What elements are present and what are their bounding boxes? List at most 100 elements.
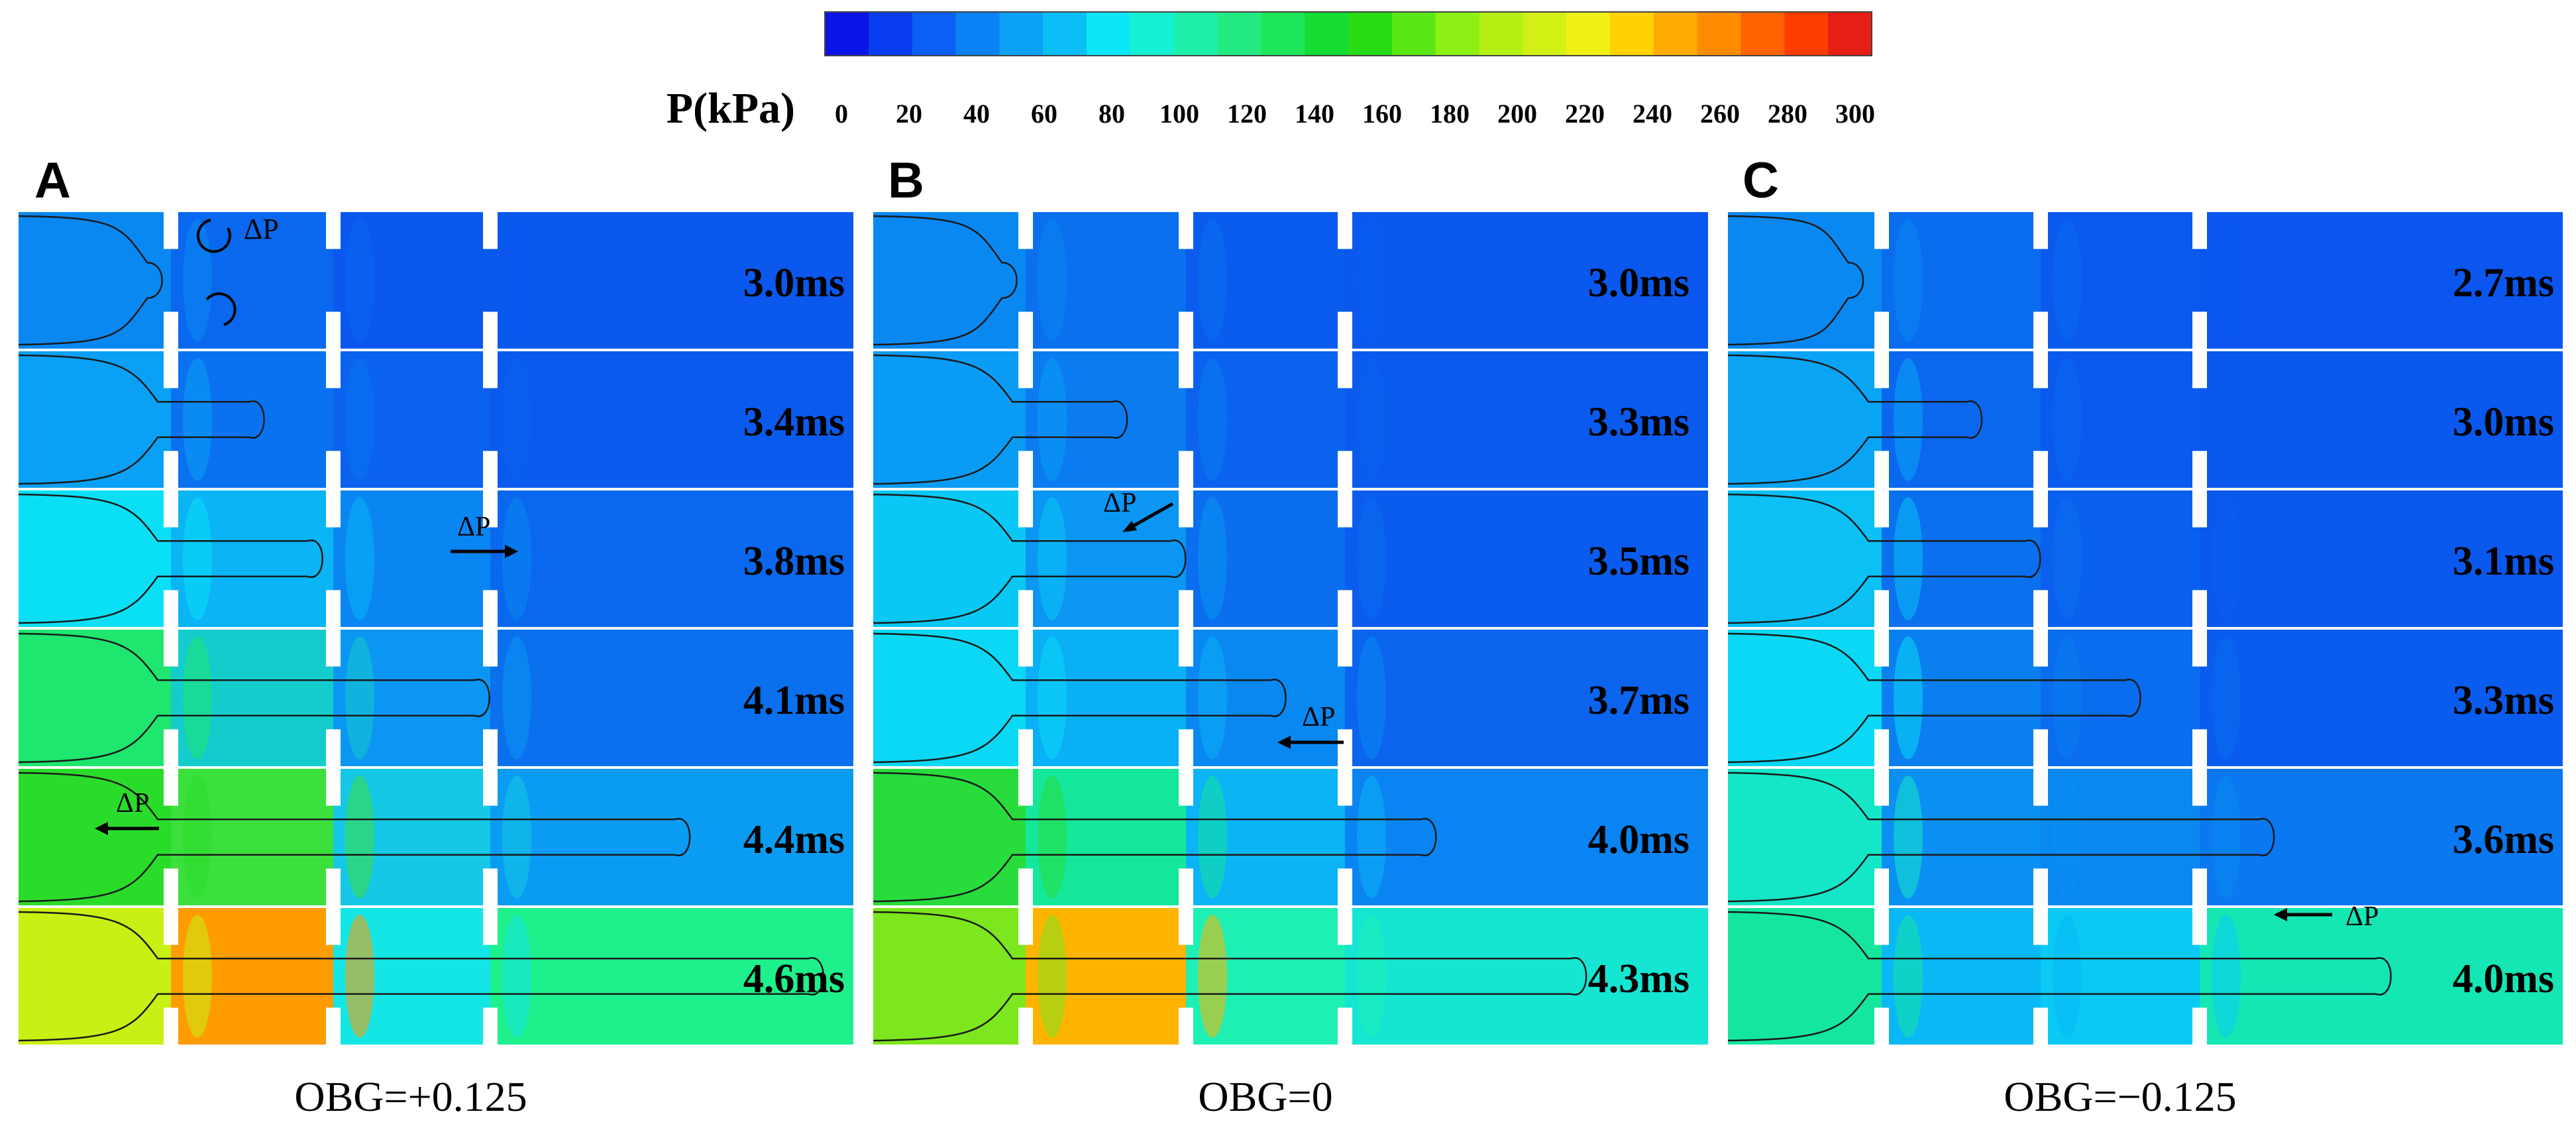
pressure-contour <box>2212 775 2241 899</box>
obstacle-lower <box>1338 1007 1352 1045</box>
flame-front-contour <box>19 771 691 903</box>
pressure-region <box>1728 630 1882 766</box>
time-label: 4.1ms <box>743 678 845 723</box>
pressure-region <box>490 630 853 766</box>
obstacle-lower <box>483 590 498 627</box>
pressure-contour <box>1894 915 1923 1038</box>
pressure-contour <box>1357 915 1386 1038</box>
obstacle-upper <box>1179 769 1193 806</box>
pressure-region <box>2200 212 2563 349</box>
colorbar-cell <box>1741 12 1786 56</box>
obstacle-upper <box>2192 351 2207 388</box>
colorbar-cell <box>1217 12 1262 56</box>
obstacle-lower <box>483 868 498 905</box>
flame-front-contour <box>19 911 824 1042</box>
obstacle-upper <box>164 630 178 667</box>
pressure-region <box>2200 769 2563 905</box>
flame-front-contour <box>1728 911 2392 1042</box>
flame-front-contour <box>1728 632 2141 764</box>
obstacle-upper <box>483 351 498 388</box>
colorbar: P(kPa) 0 20 40 60 80 100 120 140 160 180 200 220 240… <box>667 11 1875 133</box>
obstacle-lower <box>164 590 178 627</box>
colorbar-tick-label: 300 <box>1835 99 1875 129</box>
obstacle-lower <box>1874 729 1889 766</box>
time-label: 2.7ms <box>2453 260 2554 306</box>
obstacle-upper <box>2192 908 2207 945</box>
pressure-region <box>873 630 1026 766</box>
time-snapshot-row: 3.0ms <box>1728 351 2563 488</box>
panel-rows: 2.7ms 3.0ms 3.1ms 3.3ms 3.6ms 4.0ms <box>1728 212 2563 1045</box>
obstacle-upper <box>1338 769 1352 806</box>
obstacle-upper <box>1018 490 1033 528</box>
obstacle-lower <box>326 729 341 766</box>
obstacle-upper <box>1018 769 1033 806</box>
obstacle-upper <box>1018 908 1033 945</box>
colorbar-cell <box>1697 12 1742 56</box>
obstacle-upper <box>1179 630 1193 667</box>
obstacle-lower <box>326 868 341 905</box>
flame-front-contour <box>873 771 1437 903</box>
pressure-contour <box>1198 497 1227 620</box>
colorbar-cell <box>825 12 869 56</box>
obstacle-upper <box>326 908 341 945</box>
obstacle-lower <box>326 1007 341 1045</box>
pressure-contour <box>345 358 374 481</box>
pressure-contour <box>2053 219 2082 342</box>
pressure-contour <box>183 636 212 760</box>
time-snapshot-row: 4.0ms <box>1728 908 2563 1045</box>
obstacle-upper <box>1874 351 1889 388</box>
obstacle-lower <box>1179 312 1193 349</box>
panel-caption: OBG=+0.125 <box>294 1073 527 1120</box>
pressure-region <box>19 769 172 905</box>
time-snapshot-row: 4.1ms <box>19 630 853 766</box>
obstacle-upper <box>1179 908 1193 945</box>
flame-front-contour <box>873 215 1018 346</box>
colorbar-cell <box>1566 12 1611 56</box>
obstacle-lower <box>1179 868 1193 905</box>
time-snapshot-row: 3.0ms <box>19 212 853 349</box>
arrowhead-icon <box>95 822 108 835</box>
obstacle-lower <box>164 729 178 766</box>
obstacle-upper <box>1874 212 1889 249</box>
panel-rows: 3.0ms 3.4ms 3.8ms 4.1ms 4.4ms 4.6ms <box>19 212 853 1045</box>
time-snapshot-row: 2.7ms <box>1728 212 2563 349</box>
obstacle-lower <box>1874 451 1889 488</box>
pressure-contour <box>345 219 374 342</box>
colorbar-cell <box>1828 12 1872 56</box>
time-label: 3.0ms <box>2453 400 2554 445</box>
obstacle-lower <box>1018 451 1033 488</box>
time-label: 3.3ms <box>2453 678 2554 723</box>
pressure-contour <box>1894 636 1923 760</box>
colorbar-tick-label: 40 <box>963 99 990 129</box>
panel-a: A 3.0ms 3.4ms 3.8ms 4.1ms 4.4ms 4.6ms ΔP ΔP Δ… <box>19 152 853 1120</box>
pressure-contour <box>1357 497 1386 620</box>
pressure-contour <box>1038 775 1067 899</box>
obstacle-lower <box>2192 451 2207 488</box>
obstacle-upper <box>2192 490 2207 528</box>
time-label: 4.4ms <box>743 817 845 862</box>
annotations: ΔP ΔP <box>1103 488 1344 749</box>
pressure-contour <box>2053 636 2082 760</box>
obstacle-lower <box>2033 312 2048 349</box>
time-snapshot-row: 3.3ms <box>873 351 1708 488</box>
time-label: 3.1ms <box>2453 539 2554 584</box>
pressure-region <box>873 769 1026 905</box>
obstacle-upper <box>2033 769 2048 806</box>
colorbar-cell <box>1610 12 1654 56</box>
time-label: 4.6ms <box>743 956 845 1001</box>
obstacle-lower <box>164 868 178 905</box>
obstacle-lower <box>326 451 341 488</box>
colorbar-tick-label: 80 <box>1099 99 1125 129</box>
annotation-delta-p: ΔP <box>1103 488 1136 518</box>
obstacle-upper <box>164 769 178 806</box>
pressure-contour <box>1357 636 1386 760</box>
obstacle-lower <box>164 312 178 349</box>
flame-front-contour <box>19 354 265 485</box>
time-label: 4.0ms <box>2453 956 2554 1001</box>
annotation-delta-p: ΔP <box>1302 702 1335 732</box>
pressure-region <box>1345 351 1708 488</box>
time-label: 4.3ms <box>1588 956 1690 1001</box>
obstacle-upper <box>1338 212 1352 249</box>
colorbar-cell <box>868 12 913 56</box>
obstacle-upper <box>1338 351 1352 388</box>
